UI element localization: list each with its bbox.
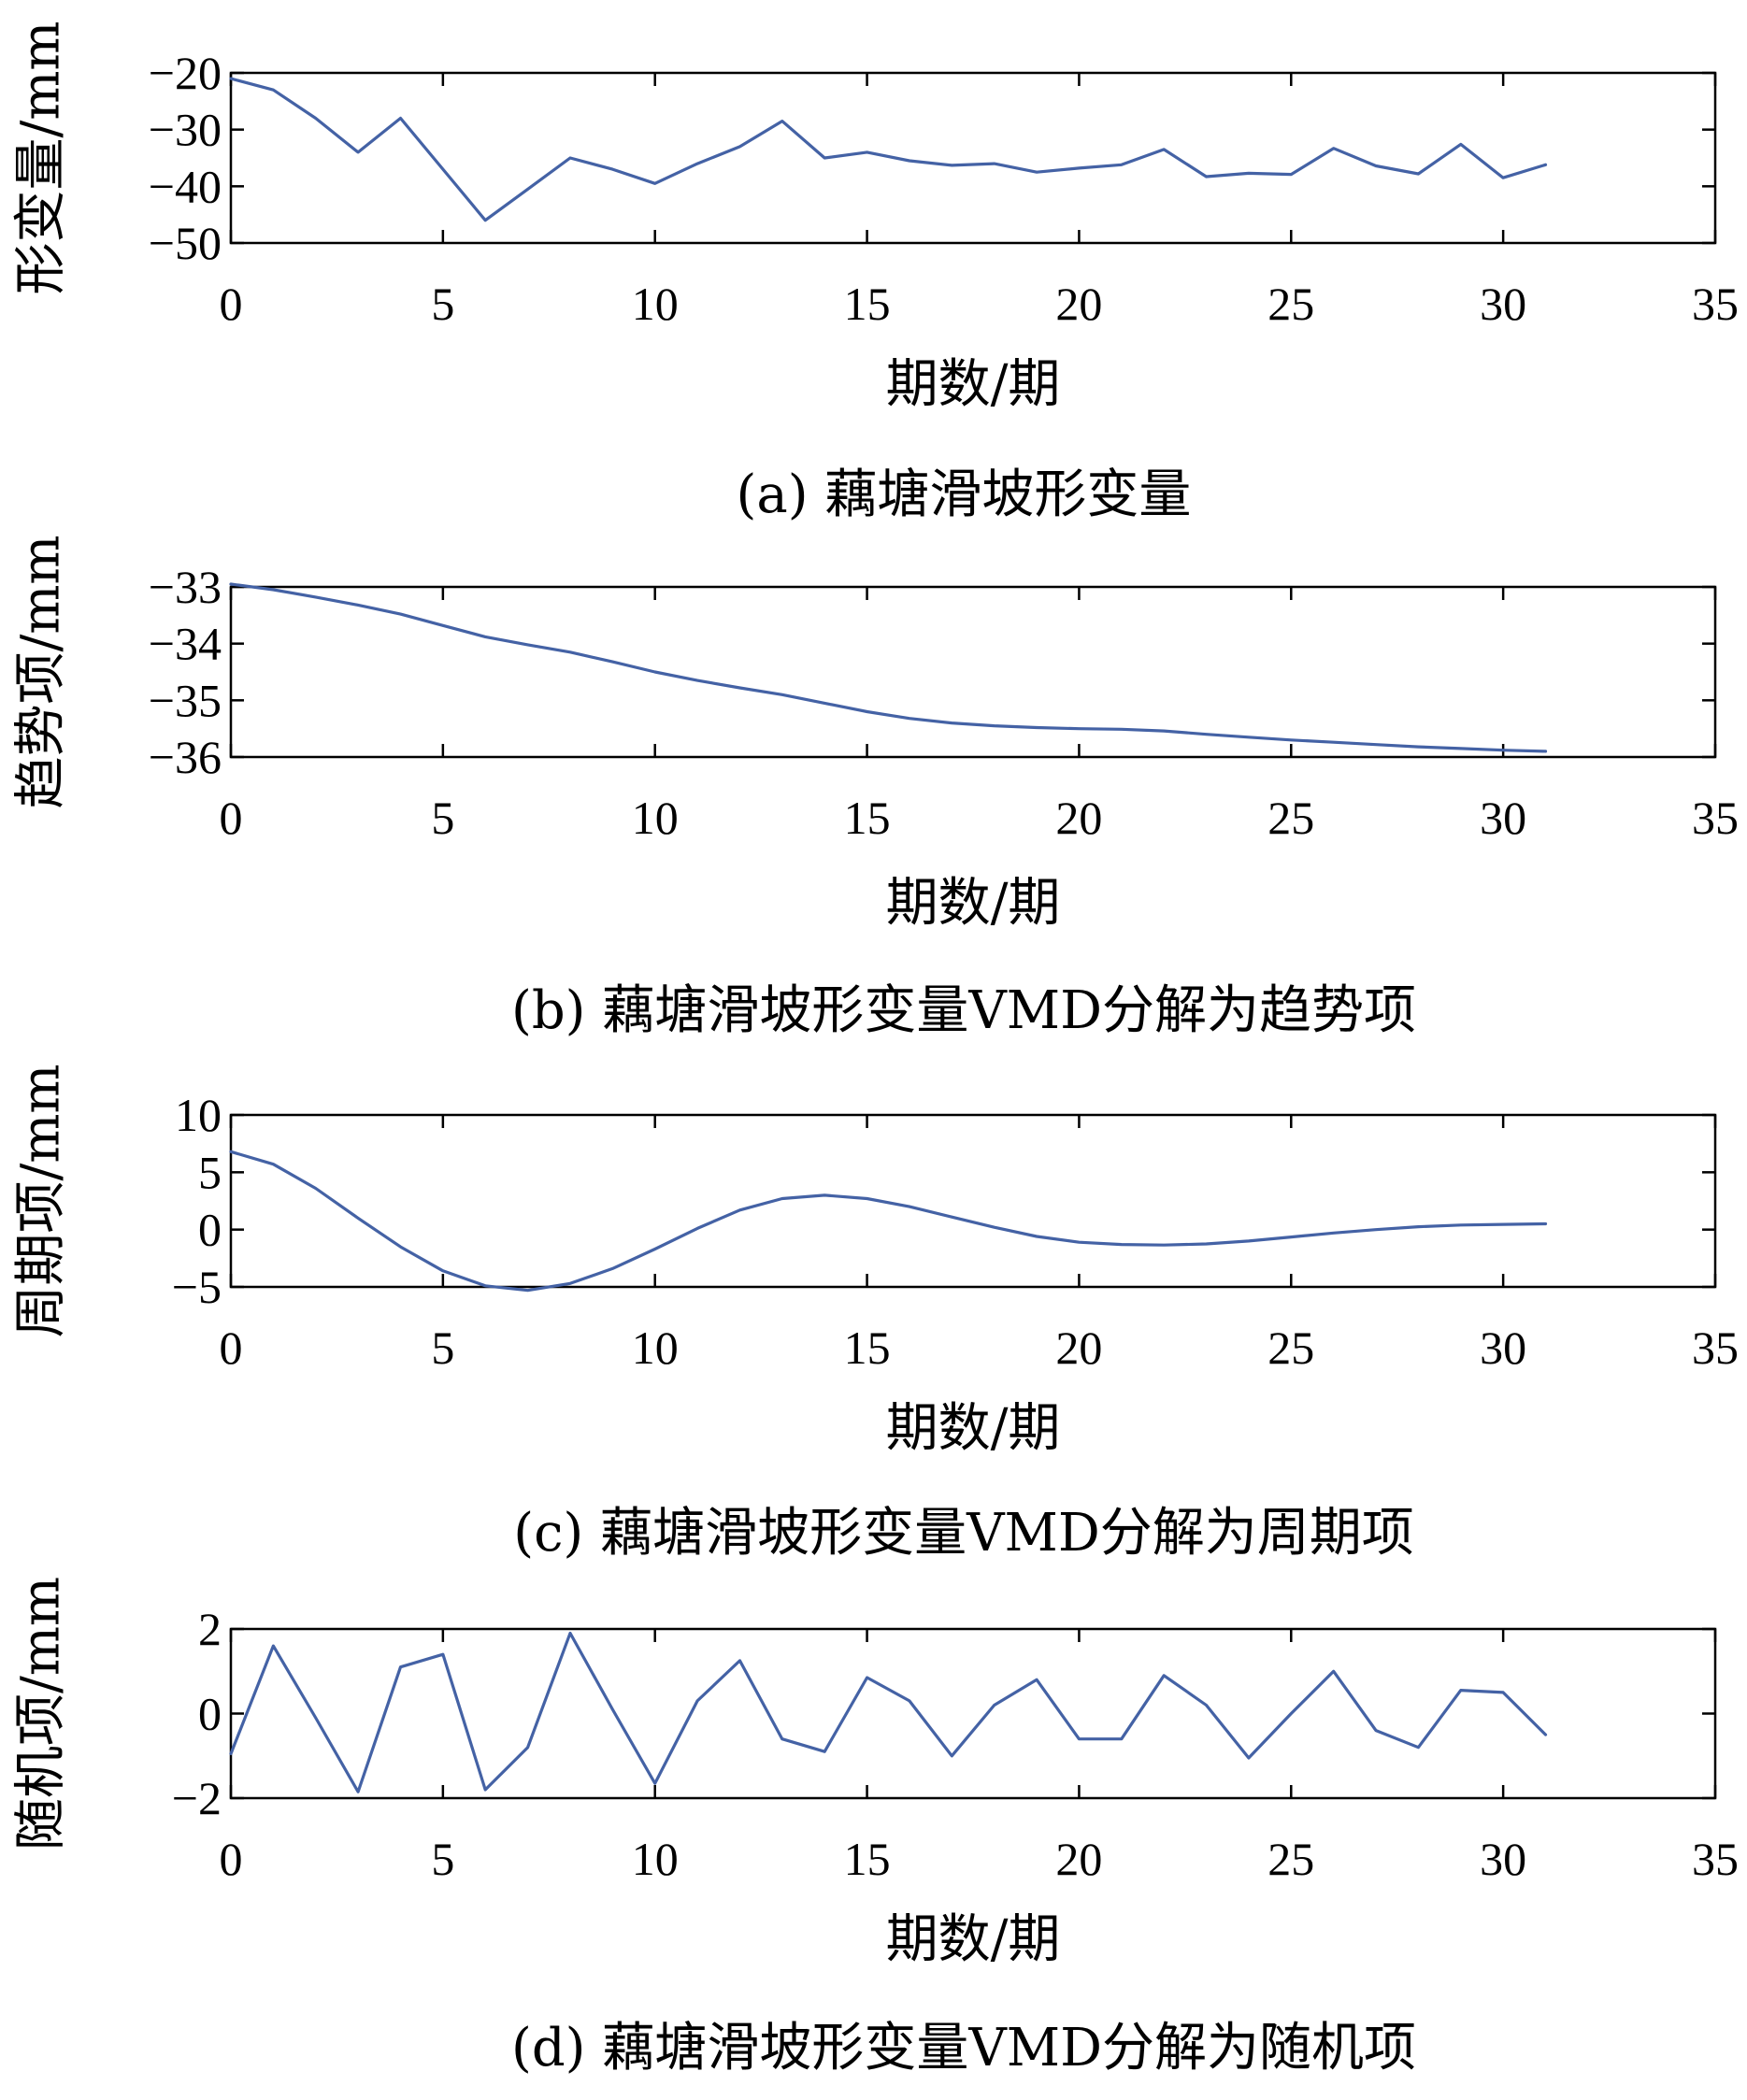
x-tick-label-c: 0 [220,1321,243,1374]
x-tick-label-a: 15 [844,278,891,330]
panel-a: 0 5 10 15 20 25 30 35 −20−30−40−50 期数/期 形变量/mm (a) … [11,21,1740,525]
y-tick-label-b: −33 [149,561,222,613]
series-line-b [229,582,1548,753]
y-tick-label-c: −5 [172,1261,222,1313]
y-tick-label-c: 10 [175,1089,222,1141]
x-axis-title-d: 期数/期 [886,1909,1061,1970]
x-tick-label-b: 20 [1055,792,1102,844]
x-tick-label-b: 15 [844,792,891,844]
x-tick-label-a: 0 [220,278,243,330]
x-tick-label-d: 0 [220,1833,243,1885]
x-tick-label-a: 20 [1055,278,1102,330]
x-tick-label-d: 20 [1055,1833,1102,1885]
x-tick-label-b: 25 [1267,792,1314,844]
x-axis-title-c: 期数/期 [886,1398,1061,1459]
x-tick-label-b: 30 [1480,792,1526,844]
x-tick-label-a: 35 [1692,278,1739,330]
x-tick-label-b: 10 [632,792,679,844]
x-tick-label-c: 20 [1055,1321,1102,1374]
y-tick-label-b: −35 [149,674,222,726]
series-line-d [229,1631,1548,1793]
caption-c: (c) 藕塘滑坡形变量VMD分解为周期项 [513,1503,1414,1564]
series-line-c [229,1150,1548,1293]
y-axis-title-d: 随机项/mm [11,1577,72,1850]
y-axis-title-c: 周期项/mm [11,1064,72,1337]
caption-a: (a) 藕塘滑坡形变量 [737,464,1192,525]
y-tick-label-a: −40 [149,160,222,212]
y-axis-title-b: 趋势项/mm [11,535,72,808]
x-axis-title-a: 期数/期 [886,354,1061,415]
x-tick-label-d: 5 [431,1833,454,1885]
plot-frame-a [229,71,1717,245]
y-tick-label-a: −20 [149,47,222,99]
y-tick-label-b: −36 [149,731,222,783]
x-tick-label-c: 5 [431,1321,454,1374]
y-tick-label-a: −30 [149,104,222,156]
y-tick-label-d: −2 [172,1772,222,1824]
y-tick-label-d: 0 [198,1688,222,1740]
x-tick-label-b: 35 [1692,792,1739,844]
x-tick-label-c: 35 [1692,1321,1739,1374]
x-tick-label-c: 25 [1267,1321,1314,1374]
x-tick-label-d: 15 [844,1833,891,1885]
x-tick-label-a: 10 [632,278,679,330]
x-tick-label-d: 30 [1480,1833,1526,1885]
plot-frame-d [229,1627,1717,1800]
x-tick-label-d: 35 [1692,1833,1739,1885]
y-tick-label-c: 0 [198,1204,222,1256]
y-tick-label-c: 5 [198,1146,222,1198]
x-tick-label-b: 0 [220,792,243,844]
caption-b: (b) 藕塘滑坡形变量VMD分解为趋势项 [511,980,1416,1041]
x-axis-title-b: 期数/期 [886,873,1061,934]
x-tick-label-b: 5 [431,792,454,844]
plot-frame-b [229,585,1717,759]
y-tick-label-b: −34 [149,618,222,670]
x-tick-label-d: 10 [632,1833,679,1885]
y-tick-label-d: 2 [198,1603,222,1655]
plot-frame-c [229,1113,1717,1289]
x-tick-label-c: 30 [1480,1321,1526,1374]
x-tick-label-a: 25 [1267,278,1314,330]
x-tick-label-a: 30 [1480,278,1526,330]
x-tick-label-c: 15 [844,1321,891,1374]
caption-d: (d) 藕塘滑坡形变量VMD分解为随机项 [511,2018,1416,2079]
x-tick-label-a: 5 [431,278,454,330]
series-line-a [229,77,1548,222]
x-tick-label-d: 25 [1267,1833,1314,1885]
x-tick-label-c: 10 [632,1321,679,1374]
y-axis-title-a: 形变量/mm [11,21,72,294]
panel-b: 0 5 10 15 20 25 30 35 −33−34−35−36 期数/期 趋势项/mm (b) … [11,535,1740,1041]
y-tick-label-a: −50 [149,217,222,269]
